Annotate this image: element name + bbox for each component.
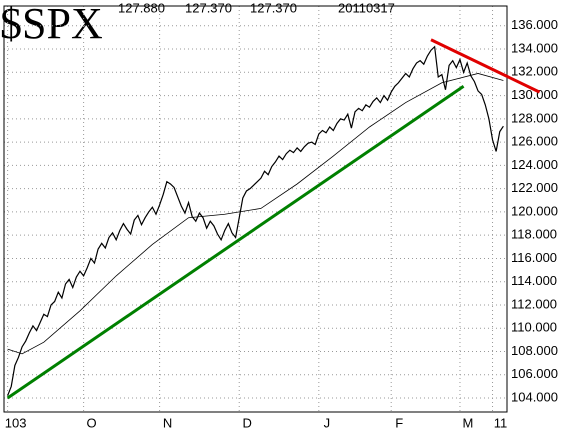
y-tick-label: 118.000 bbox=[511, 227, 557, 242]
y-tick-label: 134.000 bbox=[511, 40, 558, 55]
chart-title: $SPX bbox=[0, 0, 103, 48]
header-value: 127.880 bbox=[118, 0, 165, 15]
y-tick-label: 124.000 bbox=[511, 157, 558, 172]
y-tick-label: 116.000 bbox=[511, 250, 557, 265]
y-tick-label: 110.000 bbox=[511, 320, 557, 335]
y-tick-label: 122.000 bbox=[511, 180, 558, 195]
header-value: 20110317 bbox=[338, 0, 395, 15]
x-tick-label: F bbox=[395, 415, 403, 430]
y-tick-label: 128.000 bbox=[511, 110, 558, 125]
plot-frame bbox=[3, 5, 508, 413]
y-tick-label: 130.000 bbox=[511, 87, 558, 102]
y-tick-label: 104.000 bbox=[511, 389, 558, 404]
x-tick-label: 11 bbox=[494, 415, 508, 430]
series-line bbox=[6, 85, 465, 400]
y-tick-label: 136.000 bbox=[511, 17, 558, 32]
x-tick-label: O bbox=[87, 415, 97, 430]
x-tick-label: N bbox=[163, 415, 172, 430]
x-tick-label: M bbox=[463, 415, 474, 430]
y-tick-label: 126.000 bbox=[511, 134, 558, 149]
header-value: 127.370 bbox=[185, 0, 232, 15]
y-tick-label: 114.000 bbox=[511, 273, 557, 288]
header-value: 127.370 bbox=[250, 0, 297, 15]
series-line bbox=[7, 45, 504, 396]
y-tick-label: 106.000 bbox=[511, 366, 558, 381]
series-line bbox=[7, 73, 504, 355]
series-line bbox=[430, 38, 541, 94]
x-tick-label: D bbox=[243, 415, 252, 430]
y-tick-label: 120.000 bbox=[511, 203, 558, 218]
y-tick-label: 132.000 bbox=[511, 64, 558, 79]
x-tick-label: 103 bbox=[5, 415, 27, 430]
y-tick-label: 112.000 bbox=[511, 296, 557, 311]
x-tick-label: J bbox=[324, 415, 331, 430]
y-tick-label: 108.000 bbox=[511, 343, 558, 358]
